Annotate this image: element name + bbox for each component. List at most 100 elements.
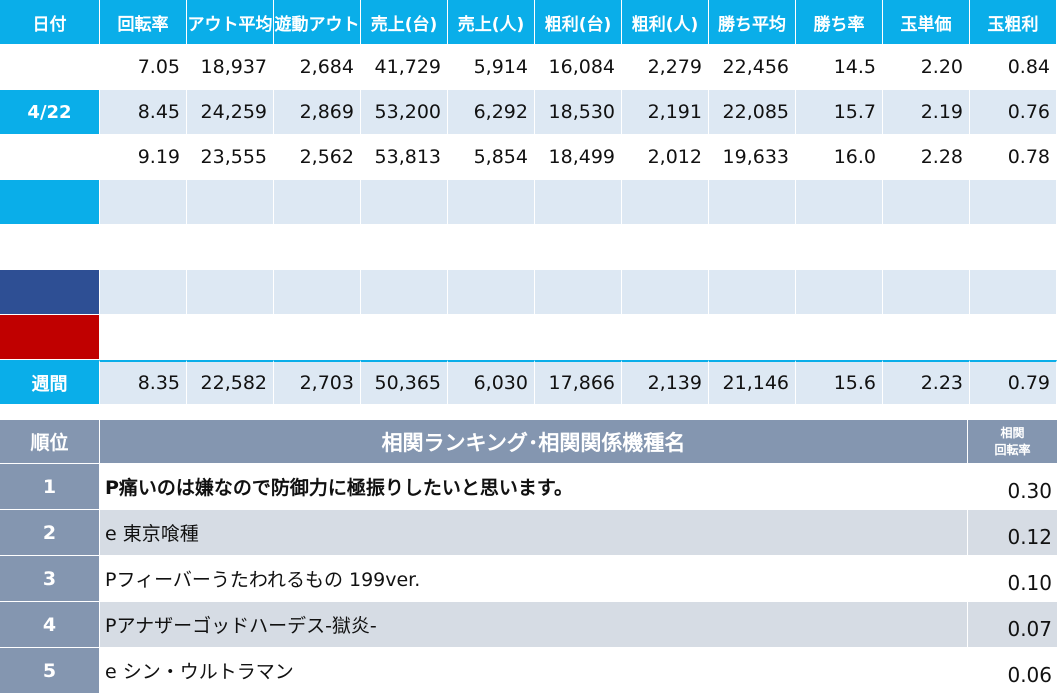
table-cell bbox=[883, 180, 970, 225]
table-cell bbox=[274, 225, 361, 270]
table-cell bbox=[274, 180, 361, 225]
machine-name: e シン・ウルトラマン bbox=[100, 648, 968, 694]
machine-name: e 東京喰種 bbox=[100, 510, 968, 556]
summary-label: 週間 bbox=[0, 360, 100, 405]
table-row bbox=[0, 180, 1057, 225]
table-cell: 24,259 bbox=[187, 90, 274, 135]
rank-number: 1 bbox=[0, 464, 100, 510]
stats-table: 日付 回転率 アウト平均 遊動アウト 売上(台) 売上(人) 粗利(台) 粗利(… bbox=[0, 0, 1057, 405]
table-cell: 5,914 bbox=[448, 45, 535, 90]
summary-cell: 8.35 bbox=[100, 360, 187, 405]
summary-cell: 6,030 bbox=[448, 360, 535, 405]
date-cell-saturday bbox=[0, 270, 100, 315]
table-cell bbox=[970, 270, 1057, 315]
stats-header-row: 日付 回転率 アウト平均 遊動アウト 売上(台) 売上(人) 粗利(台) 粗利(… bbox=[0, 0, 1057, 45]
table-cell bbox=[709, 270, 796, 315]
table-cell bbox=[883, 225, 970, 270]
table-cell: 0.84 bbox=[970, 45, 1057, 90]
table-cell bbox=[274, 315, 361, 360]
header-value-line1: 相関 bbox=[1000, 426, 1025, 441]
table-cell: 22,456 bbox=[709, 45, 796, 90]
table-cell bbox=[883, 270, 970, 315]
table-cell bbox=[361, 180, 448, 225]
table-cell bbox=[535, 315, 622, 360]
table-cell: 8.45 bbox=[100, 90, 187, 135]
table-cell bbox=[100, 270, 187, 315]
date-cell bbox=[0, 180, 100, 225]
ranking-header-row: 順位 相関ランキング･相関関係機種名 相関 回転率 bbox=[0, 420, 1057, 464]
machine-name: P痛いのは嫌なので防御力に極振りしたいと思います。 bbox=[100, 464, 968, 510]
list-item: 1 P痛いのは嫌なので防御力に極振りしたいと思います。 0.30 bbox=[0, 464, 1057, 510]
table-cell: 2,191 bbox=[622, 90, 709, 135]
table-row: 4/23 9.19 23,555 2,562 53,813 5,854 18,4… bbox=[0, 135, 1057, 180]
summary-cell: 22,582 bbox=[187, 360, 274, 405]
table-cell bbox=[361, 225, 448, 270]
header-ball-price: 玉単価 bbox=[883, 0, 970, 45]
correlation-value: 0.06 bbox=[968, 648, 1057, 694]
table-cell bbox=[535, 225, 622, 270]
table-cell: 9.19 bbox=[100, 135, 187, 180]
table-cell: 2,869 bbox=[274, 90, 361, 135]
summary-cell: 50,365 bbox=[361, 360, 448, 405]
table-cell bbox=[622, 180, 709, 225]
header-rotation-rate: 回転率 bbox=[100, 0, 187, 45]
header-win-rate: 勝ち率 bbox=[796, 0, 883, 45]
table-cell bbox=[448, 180, 535, 225]
header-rank: 順位 bbox=[0, 420, 100, 464]
list-item: 3 Pフィーバーうたわれるもの 199ver. 0.10 bbox=[0, 556, 1057, 602]
table-cell bbox=[883, 315, 970, 360]
summary-cell: 2,703 bbox=[274, 360, 361, 405]
header-value-line2: 回転率 bbox=[994, 442, 1031, 457]
table-cell bbox=[448, 225, 535, 270]
rank-number: 2 bbox=[0, 510, 100, 556]
date-cell bbox=[0, 225, 100, 270]
table-row bbox=[0, 270, 1057, 315]
table-cell: 14.5 bbox=[796, 45, 883, 90]
machine-name: Pアナザーゴッドハーデス-獄炎- bbox=[100, 602, 968, 648]
table-cell bbox=[100, 315, 187, 360]
header-correlation-value: 相関 回転率 bbox=[968, 420, 1057, 464]
table-cell: 16.0 bbox=[796, 135, 883, 180]
machine-name: Pフィーバーうたわれるもの 199ver. bbox=[100, 556, 968, 602]
header-profit-person: 粗利(人) bbox=[622, 0, 709, 45]
table-cell: 2.28 bbox=[883, 135, 970, 180]
table-cell: 2,012 bbox=[622, 135, 709, 180]
table-cell: 22,085 bbox=[709, 90, 796, 135]
table-cell: 0.78 bbox=[970, 135, 1057, 180]
table-cell: 5,854 bbox=[448, 135, 535, 180]
table-row bbox=[0, 315, 1057, 360]
date-cell-sunday bbox=[0, 315, 100, 360]
table-cell bbox=[970, 180, 1057, 225]
header-date: 日付 bbox=[0, 0, 100, 45]
table-cell: 2.20 bbox=[883, 45, 970, 90]
header-ranking-title: 相関ランキング･相関関係機種名 bbox=[100, 420, 968, 464]
table-cell bbox=[796, 315, 883, 360]
table-cell: 53,200 bbox=[361, 90, 448, 135]
table-cell: 18,530 bbox=[535, 90, 622, 135]
table-cell bbox=[709, 315, 796, 360]
table-cell: 53,813 bbox=[361, 135, 448, 180]
table-cell: 23,555 bbox=[187, 135, 274, 180]
date-cell: 4/21 bbox=[0, 45, 100, 90]
date-cell: 4/22 bbox=[0, 90, 100, 135]
header-win-average: 勝ち平均 bbox=[709, 0, 796, 45]
correlation-value: 0.12 bbox=[968, 510, 1057, 556]
table-cell bbox=[622, 315, 709, 360]
table-cell bbox=[187, 225, 274, 270]
summary-cell: 2,139 bbox=[622, 360, 709, 405]
header-sales-machine: 売上(台) bbox=[361, 0, 448, 45]
summary-cell: 21,146 bbox=[709, 360, 796, 405]
header-play-out: 遊動アウト bbox=[274, 0, 361, 45]
table-cell bbox=[709, 225, 796, 270]
table-cell bbox=[796, 180, 883, 225]
table-cell: 41,729 bbox=[361, 45, 448, 90]
weekly-summary-row: 週間 8.35 22,582 2,703 50,365 6,030 17,866… bbox=[0, 360, 1057, 405]
header-out-average: アウト平均 bbox=[187, 0, 274, 45]
rank-number: 3 bbox=[0, 556, 100, 602]
table-cell: 15.7 bbox=[796, 90, 883, 135]
table-cell bbox=[361, 315, 448, 360]
correlation-value: 0.10 bbox=[968, 556, 1057, 602]
table-cell: 18,937 bbox=[187, 45, 274, 90]
table-cell bbox=[796, 270, 883, 315]
table-cell bbox=[535, 270, 622, 315]
